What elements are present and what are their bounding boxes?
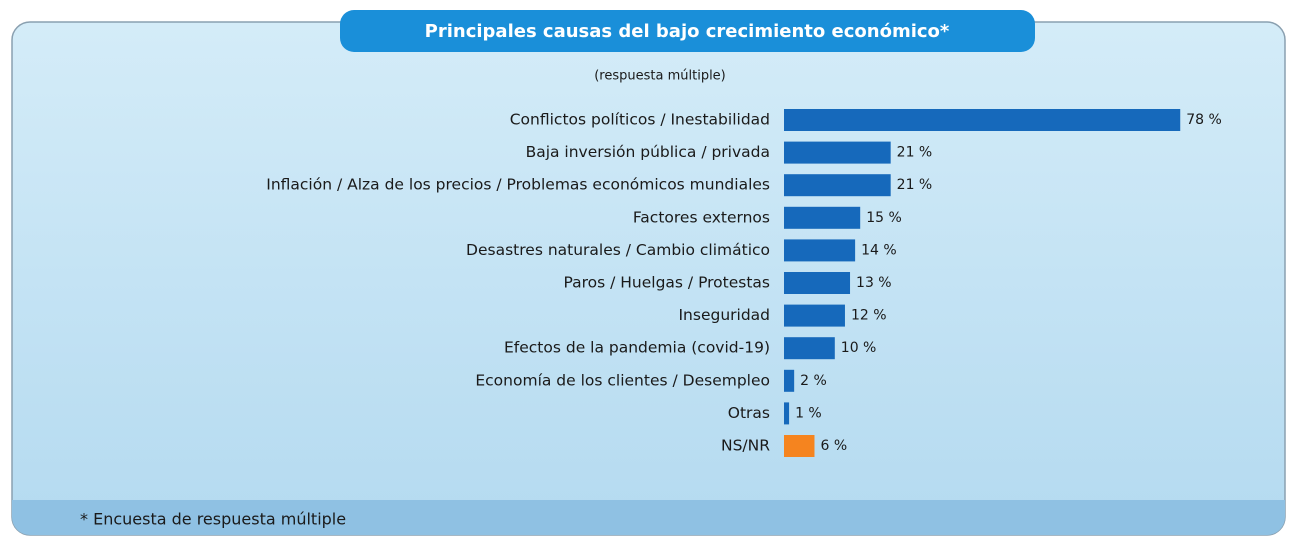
category-label: Factores externos bbox=[633, 208, 770, 226]
category-label: Conflictos políticos / Inestabilidad bbox=[510, 111, 770, 129]
value-label: 21 % bbox=[897, 177, 933, 193]
subtitle: (respuesta múltiple) bbox=[594, 69, 726, 84]
bar bbox=[784, 369, 795, 392]
category-label: Desastres naturales / Cambio climático bbox=[466, 241, 770, 259]
bar bbox=[784, 272, 851, 294]
category-label: Efectos de la pandemia (covid-19) bbox=[504, 339, 770, 357]
category-label: Inseguridad bbox=[678, 306, 770, 324]
bar bbox=[784, 337, 835, 360]
category-label: NS/NR bbox=[721, 437, 770, 455]
bar bbox=[784, 174, 891, 197]
footer-band bbox=[12, 500, 1285, 535]
value-label: 6 % bbox=[820, 438, 847, 454]
bar bbox=[784, 435, 815, 457]
category-label: Otras bbox=[728, 404, 770, 422]
value-label: 2 % bbox=[800, 373, 827, 389]
footnote: * Encuesta de respuesta múltiple bbox=[80, 510, 346, 529]
bar bbox=[784, 141, 891, 164]
value-label: 21 % bbox=[897, 145, 933, 161]
bar bbox=[784, 206, 861, 229]
chart-title: Principales causas del bajo crecimiento … bbox=[425, 21, 950, 42]
bar bbox=[784, 109, 1181, 131]
value-label: 1 % bbox=[795, 405, 822, 421]
category-label: Economía de los clientes / Desempleo bbox=[475, 371, 770, 389]
value-label: 13 % bbox=[856, 275, 892, 291]
title-pill bbox=[340, 10, 1035, 52]
category-label: Inflación / Alza de los precios / Proble… bbox=[266, 176, 770, 194]
category-label: Paros / Huelgas / Protestas bbox=[563, 274, 770, 292]
bar bbox=[784, 239, 856, 262]
category-label: Baja inversión pública / privada bbox=[526, 143, 770, 161]
bar bbox=[784, 402, 790, 425]
value-label: 10 % bbox=[841, 340, 877, 356]
value-label: 12 % bbox=[851, 308, 887, 324]
value-label: 78 % bbox=[1186, 112, 1222, 128]
bar bbox=[784, 304, 845, 327]
value-label: 15 % bbox=[866, 210, 902, 226]
value-label: 14 % bbox=[861, 242, 897, 258]
